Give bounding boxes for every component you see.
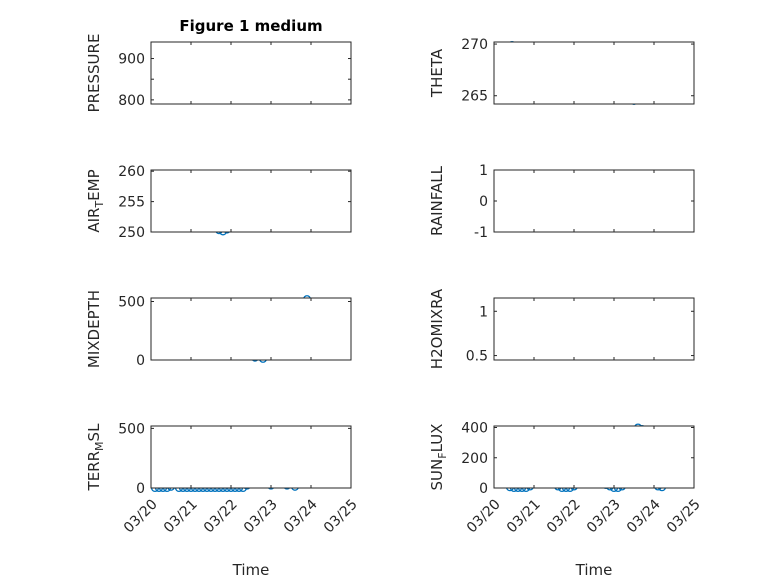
- y-tick-label: 255: [118, 195, 145, 211]
- y-axis-label: H2OMIXRA: [428, 288, 446, 369]
- y-tick-label: 260: [118, 164, 145, 180]
- axes-frame: [493, 41, 695, 105]
- axes-frame: [493, 169, 695, 233]
- x-tick-label: 03/22: [201, 496, 241, 536]
- y-tick-label: 0: [479, 194, 488, 210]
- y-tick-label: 400: [461, 421, 488, 437]
- y-tick-label: 1: [479, 304, 488, 320]
- axes-frame: [150, 41, 352, 105]
- y-tick-label: 800: [118, 93, 145, 109]
- y-tick-label: 200: [461, 451, 488, 467]
- figure-title: Figure 1 medium: [179, 17, 322, 35]
- y-tick-label: 265: [461, 89, 488, 105]
- x-tick-label: 03/21: [504, 496, 544, 536]
- y-tick-label: 0: [479, 481, 488, 497]
- y-tick-label: 500: [118, 421, 145, 437]
- axes-frame: [150, 425, 352, 489]
- x-tick-label: 03/25: [321, 496, 361, 536]
- x-tick-label: 03/24: [281, 496, 321, 536]
- subplot-theta: 265 270 THETA: [428, 37, 695, 105]
- y-axis-label: MIXDEPTH: [85, 290, 103, 368]
- subplot-terr-msl: 0 500 03/20 03/21 03/22 03/23 03/24 03/25 TERRMS…: [85, 421, 361, 536]
- y-tick-label: 900: [118, 52, 145, 68]
- y-axis-label: TERRMSL: [85, 423, 106, 492]
- y-tick-label: 270: [461, 37, 488, 53]
- y-tick-label: 500: [118, 295, 145, 311]
- axes-frame: [150, 297, 352, 361]
- x-axis-label-right: Time: [575, 561, 613, 579]
- x-tick-label: 03/23: [241, 496, 281, 536]
- axes-frame: [150, 169, 352, 233]
- x-tick-label: 03/25: [664, 496, 704, 536]
- x-tick-label: 03/22: [544, 496, 584, 536]
- y-tick-label: -1: [474, 225, 488, 241]
- subplot-mixdepth: 0 500 MIXDEPTH: [85, 290, 352, 369]
- y-tick-label: 0: [136, 353, 145, 369]
- x-tick-label: 03/23: [584, 496, 624, 536]
- subplot-air-temp: 250 255 260 AIRTEMP: [85, 164, 352, 241]
- x-tick-label: 03/24: [624, 496, 664, 536]
- axes-frame: [493, 297, 695, 361]
- subplot-rainfall: -1 0 1 RAINFALL: [428, 163, 695, 241]
- y-axis-label: RAINFALL: [428, 165, 446, 236]
- x-tick-label: 03/20: [464, 496, 504, 536]
- y-tick-label: 0: [136, 481, 145, 497]
- x-tick-label: 03/20: [121, 496, 161, 536]
- axes-frame: [493, 425, 695, 489]
- subplots: 800 900 PRESSURE 265 270 THETA 250 255 260 AIRTEM…: [85, 34, 704, 537]
- y-axis-label: THETA: [428, 48, 446, 98]
- y-tick-label: 250: [118, 225, 145, 241]
- y-axis-label: AIRTEMP: [85, 169, 106, 232]
- y-tick-label: 1: [479, 163, 488, 179]
- x-tick-label: 03/21: [161, 496, 201, 536]
- subplot-pressure: 800 900 PRESSURE: [85, 34, 352, 113]
- y-axis-label: PRESSURE: [85, 34, 103, 113]
- subplot-h2omixra: 0.5 1 H2OMIXRA: [428, 288, 695, 369]
- y-axis-label: SUNFLUX: [428, 424, 449, 491]
- y-tick-label: 0.5: [466, 349, 488, 365]
- subplot-sun-flux: 0 200 400 03/20 03/21 03/22 03/23 03/24 03/25 SUN…: [428, 421, 704, 537]
- x-axis-label-left: Time: [232, 561, 270, 579]
